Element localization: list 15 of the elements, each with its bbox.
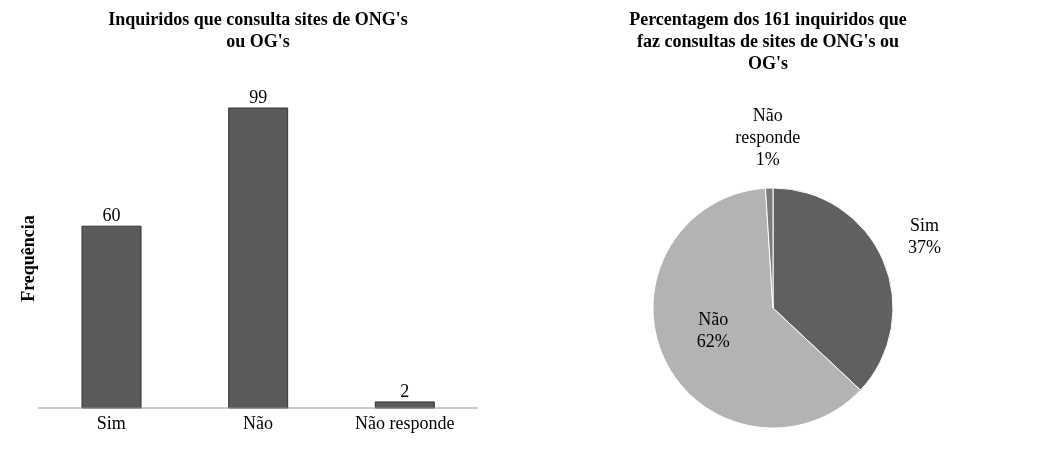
slice-label: Não responde — [735, 105, 801, 148]
chart-title: Percentagem dos 161 inquiridos que faz consultas de sites de ONG's ou OG's — [628, 8, 908, 75]
data-label: 37% — [907, 237, 941, 258]
data-label: 1% — [755, 149, 780, 170]
data-label: 99 — [249, 87, 268, 107]
slice-label: Não — [698, 309, 729, 330]
slice-label: Sim — [909, 215, 939, 236]
data-label: 60 — [102, 205, 121, 226]
x-tick-label: Não — [243, 412, 273, 433]
y-axis-title: Frequência — [17, 214, 39, 304]
x-tick-label: Sim — [96, 412, 126, 433]
x-tick-label: Não responde — [354, 412, 455, 433]
data-label: 2 — [400, 380, 410, 401]
chart-title: Inquiridos que consulta sites de ONG's ou OG's — [108, 8, 408, 53]
data-label: 62% — [696, 331, 730, 352]
